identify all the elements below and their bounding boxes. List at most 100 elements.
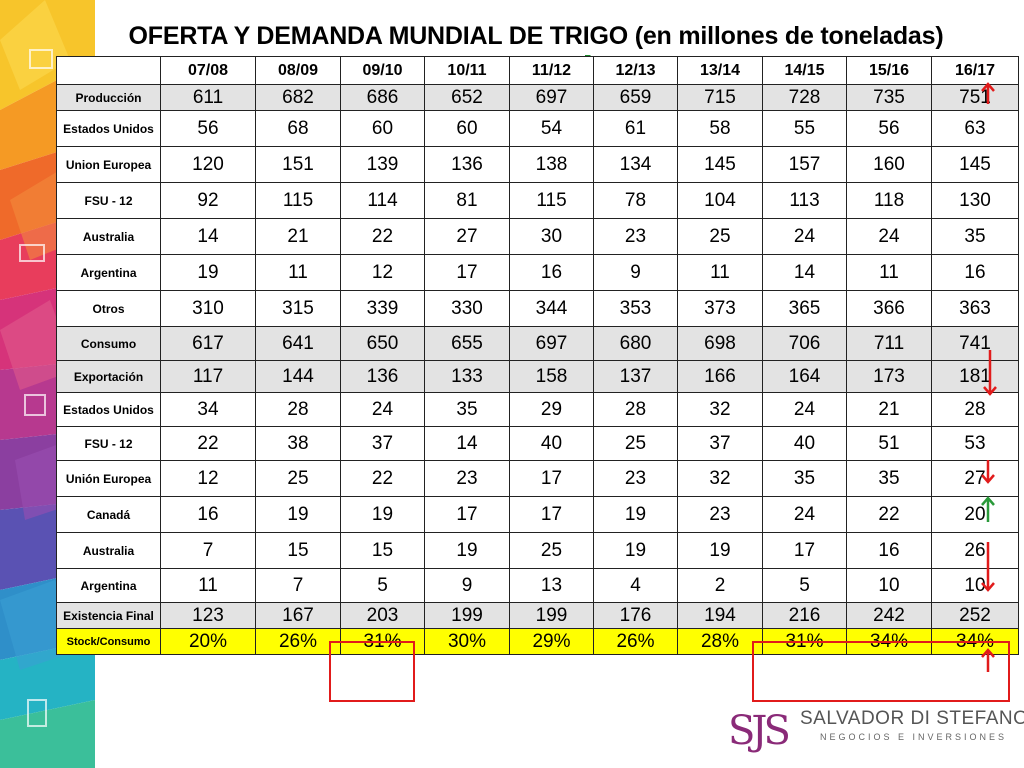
table-cell: 14 (762, 254, 847, 291)
table-cell: 10 (846, 568, 932, 603)
table-cell: 12 (340, 254, 425, 291)
logo-mark: SJS (728, 708, 791, 754)
table-cell: 34% (931, 628, 1019, 655)
table-cell: 157 (762, 146, 847, 183)
table-cell: 7 (160, 532, 256, 569)
table-cell: 61 (593, 110, 678, 147)
row-label: Producción (56, 84, 161, 111)
table-cell: 17 (762, 532, 847, 569)
table-cell: 4 (593, 568, 678, 603)
table-row: Consumo 617 641 650 655 697 680 698 706 711 741 (56, 326, 1019, 361)
table-cell: 160 (846, 146, 932, 183)
table-cell: 23 (593, 460, 678, 497)
table-row: Producción 611 682 686 652 697 659 715 728 735 751 (56, 84, 1019, 111)
table-cell: 25 (255, 460, 341, 497)
table-cell: 199 (424, 602, 510, 629)
table-cell: 24 (762, 218, 847, 255)
table-cell: 58 (677, 110, 763, 147)
table-cell: 682 (255, 84, 341, 111)
table-cell: 242 (846, 602, 932, 629)
table-cell: 32 (677, 392, 763, 427)
table-cell: 655 (424, 326, 510, 361)
table-cell: 19 (677, 532, 763, 569)
table-cell: 123 (160, 602, 256, 629)
table-row: Estados Unidos 56 68 60 60 54 61 58 55 56 63 (56, 110, 1019, 147)
table-cell: 181 (931, 360, 1019, 393)
table-cell: 118 (846, 182, 932, 219)
table-cell: 136 (424, 146, 510, 183)
table-cell: 9 (593, 254, 678, 291)
row-label: Otros (56, 290, 161, 327)
row-label: Argentina (56, 568, 161, 603)
column-header: 13/14 (677, 56, 763, 85)
column-header: 08/09 (255, 56, 341, 85)
table-cell: 20 (931, 496, 1019, 533)
table-header-row: 07/08 08/09 09/10 10/11 11/12 12/13 13/1… (56, 56, 1019, 85)
table-cell: 711 (846, 326, 932, 361)
table-cell: 9 (424, 568, 510, 603)
table-cell: 137 (593, 360, 678, 393)
table-cell: 117 (160, 360, 256, 393)
table-cell: 698 (677, 326, 763, 361)
table-cell: 365 (762, 290, 847, 327)
table-cell: 11 (846, 254, 932, 291)
row-label: Consumo (56, 326, 161, 361)
table-cell: 38 (255, 426, 341, 461)
logo-name: SALVADOR DI STEFANO (800, 708, 1024, 729)
table-cell: 51 (846, 426, 932, 461)
column-header: 07/08 (160, 56, 256, 85)
table-cell: 24 (762, 496, 847, 533)
table-cell: 25 (593, 426, 678, 461)
arrow-up-icon (981, 496, 995, 522)
table-cell: 92 (160, 182, 256, 219)
table-cell: 353 (593, 290, 678, 327)
table-cell: 13 (509, 568, 594, 603)
table-cell: 652 (424, 84, 510, 111)
table-cell: 30 (509, 218, 594, 255)
page-title: OFERTA Y DEMANDA MUNDIAL DE TRIGO (en mi… (128, 22, 944, 50)
table-cell: 19 (160, 254, 256, 291)
table-cell: 735 (846, 84, 932, 111)
table-cell: 16 (160, 496, 256, 533)
table-cell: 114 (340, 182, 425, 219)
table-cell: 641 (255, 326, 341, 361)
table-cell: 363 (931, 290, 1019, 327)
column-header: 12/13 (593, 56, 678, 85)
column-header: 10/11 (424, 56, 510, 85)
row-label: Exportación (56, 360, 161, 393)
table-cell: 21 (255, 218, 341, 255)
arrow-down-icon (981, 460, 995, 484)
table-cell: 40 (509, 426, 594, 461)
table-cell: 216 (762, 602, 847, 629)
column-header: 11/12 (509, 56, 594, 85)
row-label: Estados Unidos (56, 392, 161, 427)
table-cell: 28 (931, 392, 1019, 427)
table-cell: 19 (593, 532, 678, 569)
table-cell: 330 (424, 290, 510, 327)
table-cell: 53 (931, 426, 1019, 461)
table-cell: 19 (424, 532, 510, 569)
table-cell: 344 (509, 290, 594, 327)
table-cell: 22 (340, 460, 425, 497)
table-row: Australia 14 21 22 27 30 23 25 24 24 35 (56, 218, 1019, 255)
table-cell: 17 (509, 460, 594, 497)
table-cell: 68 (255, 110, 341, 147)
table-cell: 728 (762, 84, 847, 111)
table-cell: 12 (160, 460, 256, 497)
table-cell: 22 (846, 496, 932, 533)
row-label: Argentina (56, 254, 161, 291)
table-cell: 28 (255, 392, 341, 427)
table-cell: 54 (509, 110, 594, 147)
row-label: Existencia Final (56, 602, 161, 629)
table-cell: 23 (677, 496, 763, 533)
table-cell: 650 (340, 326, 425, 361)
table-cell: 130 (931, 182, 1019, 219)
table-cell: 26% (593, 628, 678, 655)
table-cell: 81 (424, 182, 510, 219)
table-cell: 2 (677, 568, 763, 603)
table-cell: 19 (255, 496, 341, 533)
row-label: Australia (56, 218, 161, 255)
table-cell: 133 (424, 360, 510, 393)
table-cell: 697 (509, 326, 594, 361)
table-cell: 19 (340, 496, 425, 533)
